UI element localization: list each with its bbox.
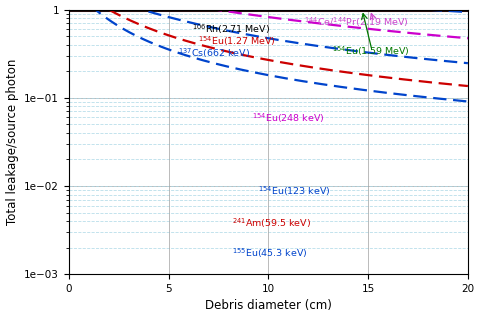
Text: $^{154}$Eu(248 keV): $^{154}$Eu(248 keV) bbox=[252, 112, 325, 125]
Text: $^{155}$Eu(45.3 keV): $^{155}$Eu(45.3 keV) bbox=[232, 246, 308, 259]
Text: $^{241}$Am(59.5 keV): $^{241}$Am(59.5 keV) bbox=[232, 216, 312, 230]
Text: $^{144}$Ce/$^{144}$Pr(2.19 MeV): $^{144}$Ce/$^{144}$Pr(2.19 MeV) bbox=[304, 15, 409, 29]
X-axis label: Debris diameter (cm): Debris diameter (cm) bbox=[205, 300, 332, 313]
Text: $^{154}$Eu(1.59 MeV): $^{154}$Eu(1.59 MeV) bbox=[332, 44, 410, 58]
Text: $^{106}$Rh(2.71 MeV): $^{106}$Rh(2.71 MeV) bbox=[192, 23, 271, 36]
Text: $^{137}$Cs(662 keV): $^{137}$Cs(662 keV) bbox=[179, 46, 251, 60]
Text: $^{154}$Eu(123 keV): $^{154}$Eu(123 keV) bbox=[258, 184, 331, 198]
Y-axis label: Total leakage/source photon: Total leakage/source photon bbox=[6, 59, 19, 225]
Text: $^{154}$Eu(1.27 MeV): $^{154}$Eu(1.27 MeV) bbox=[198, 35, 276, 48]
